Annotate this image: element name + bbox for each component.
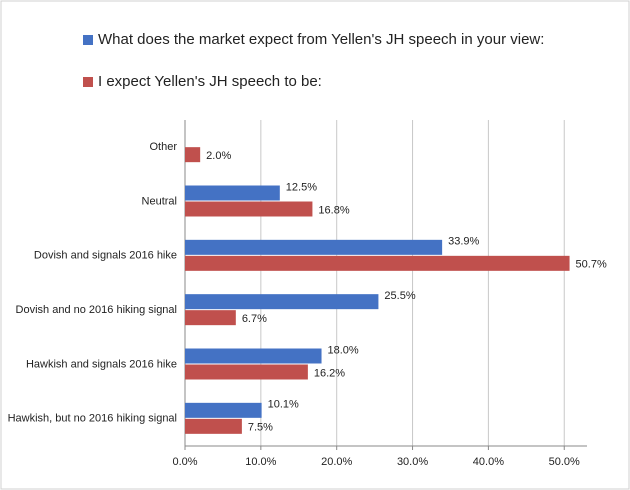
bar (185, 239, 443, 255)
value-label: 2.0% (206, 150, 231, 162)
legend-swatch (83, 77, 93, 87)
bar (185, 294, 379, 310)
value-label: 6.7% (242, 313, 267, 325)
y-tick-label: Neutral (142, 195, 177, 207)
bar (185, 185, 280, 201)
y-tick-label: Other (149, 141, 177, 153)
y-tick-label: Dovish and signals 2016 hike (34, 250, 177, 262)
value-label: 7.5% (248, 422, 273, 434)
bar (185, 310, 236, 326)
legend: What does the market expect from Yellen'… (83, 31, 544, 90)
y-tick-label: Hawkish, but no 2016 hiking signal (8, 413, 177, 425)
bar (185, 147, 201, 163)
value-label: 25.5% (384, 290, 415, 302)
value-label: 16.2% (314, 367, 345, 379)
bar (185, 418, 242, 434)
x-tick-label: 0.0% (172, 456, 197, 468)
value-label: 10.1% (268, 399, 299, 411)
x-tick-label: 50.0% (549, 456, 580, 468)
value-label: 33.9% (448, 236, 479, 248)
y-tick-label: Hawkish and signals 2016 hike (26, 358, 177, 370)
value-label: 18.0% (328, 344, 359, 356)
bar (185, 348, 322, 364)
x-tick-label: 30.0% (397, 456, 428, 468)
bar (185, 255, 570, 271)
legend-swatch (83, 35, 93, 45)
y-tick-label: Dovish and no 2016 hiking signal (16, 304, 177, 316)
value-label: 16.8% (318, 204, 349, 216)
bar (185, 201, 313, 217)
value-label: 12.5% (286, 181, 317, 193)
value-label: 50.7% (576, 259, 607, 271)
x-tick-label: 40.0% (473, 456, 504, 468)
x-tick-label: 10.0% (245, 456, 276, 468)
legend-label: I expect Yellen's JH speech to be: (98, 73, 322, 90)
bar (185, 364, 308, 380)
bar (185, 402, 262, 418)
legend-label: What does the market expect from Yellen'… (98, 31, 544, 48)
x-tick-label: 20.0% (321, 456, 352, 468)
